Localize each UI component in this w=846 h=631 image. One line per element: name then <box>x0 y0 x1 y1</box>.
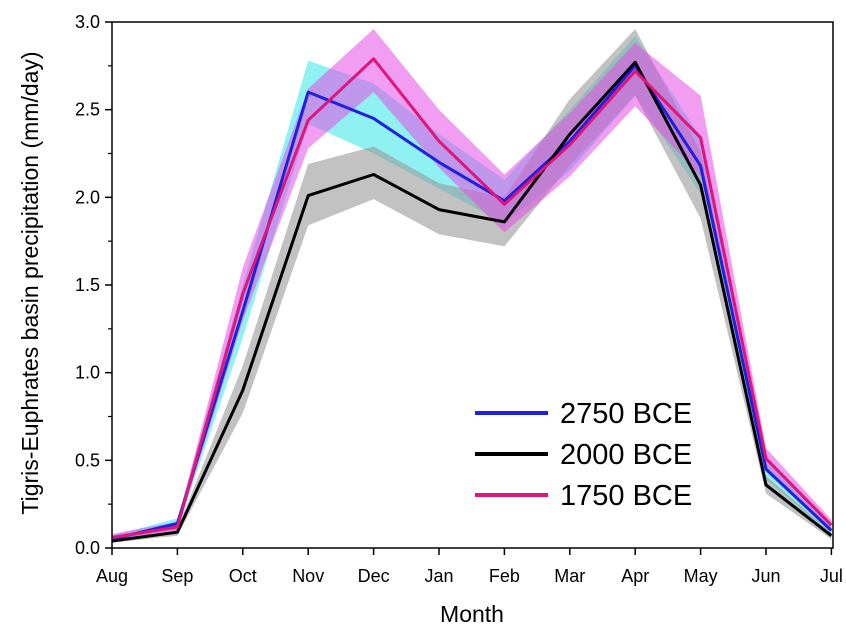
x-tick-label-apr: Apr <box>621 566 649 586</box>
band-series-2 <box>112 29 832 541</box>
x-tick-label-aug: Aug <box>96 566 128 586</box>
y-tick-label: 0.0 <box>75 538 100 558</box>
y-tick-label: 3.0 <box>75 12 100 32</box>
x-tick-label-oct: Oct <box>229 566 257 586</box>
y-tick-label: 2.5 <box>75 100 100 120</box>
y-axis-label: Tigris-Euphrates basin precipitation (mm… <box>17 51 43 514</box>
x-tick-label-jan: Jan <box>424 566 453 586</box>
legend-label-0: 2750 BCE <box>560 398 692 430</box>
x-tick-label-mar: Mar <box>554 566 585 586</box>
series-lines <box>111 57 833 543</box>
y-tick-label: 1.5 <box>75 275 100 295</box>
y-tick-label: 2.0 <box>75 187 100 207</box>
x-tick-label-may: May <box>684 566 718 586</box>
legend: 2750 BCE 2000 BCE 1750 BCE <box>475 398 692 512</box>
x-axis-label: Month <box>440 601 504 627</box>
y-tick-label: 0.5 <box>75 450 100 470</box>
line-series-2 <box>111 57 833 539</box>
x-tick-label-jun: Jun <box>751 566 780 586</box>
legend-label-1: 2000 BCE <box>560 439 692 471</box>
x-tick-label-feb: Feb <box>489 566 520 586</box>
x-tick-label-sep: Sep <box>161 566 193 586</box>
y-tick-labels: 0.0 0.5 1.0 1.5 2.0 2.5 3.0 <box>75 12 100 558</box>
x-tick-label-jul: Jul <box>820 566 843 586</box>
line-series-1 <box>111 60 833 543</box>
line-series-0 <box>111 64 833 541</box>
y-tick-label: 1.0 <box>75 363 100 383</box>
axes <box>105 21 834 555</box>
legend-label-2: 1750 BCE <box>560 480 692 512</box>
x-tick-label-nov: Nov <box>292 566 324 586</box>
x-tick-label-dec: Dec <box>358 566 390 586</box>
x-tick-labels: Aug Sep Oct Nov Dec Jan Feb Mar Apr May Jun Jul <box>96 566 843 586</box>
